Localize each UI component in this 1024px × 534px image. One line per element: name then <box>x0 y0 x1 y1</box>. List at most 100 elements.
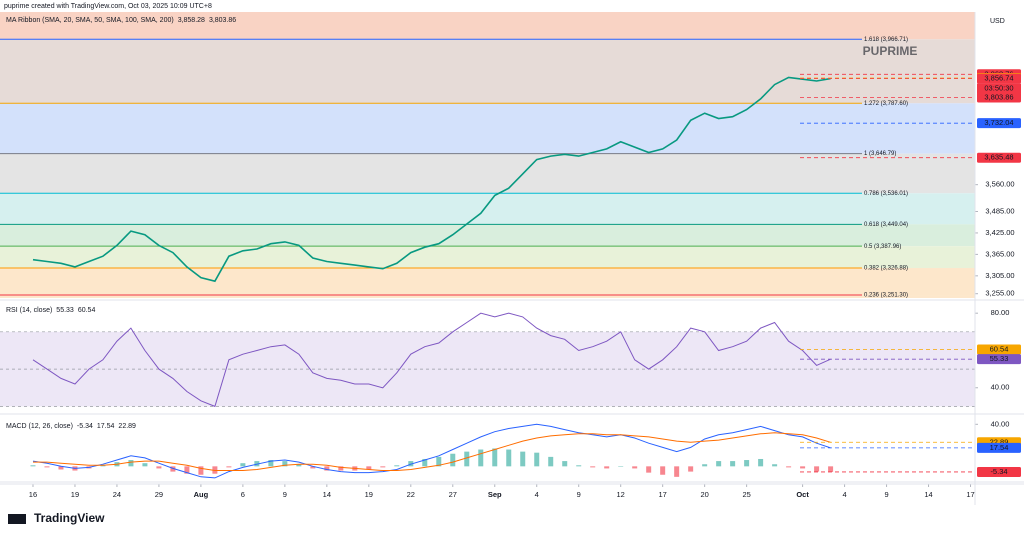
histogram-bar <box>184 466 190 474</box>
histogram-bar <box>296 464 302 467</box>
series-line <box>32 76 831 283</box>
price-tag-label: 22.89 <box>990 437 1009 446</box>
series-line <box>32 423 831 479</box>
fib-label: 0.618 (3,449.04) <box>864 222 908 228</box>
legend-value: 3,803.86 <box>209 17 236 24</box>
histogram-bar <box>660 466 666 475</box>
x-tick-label: 14 <box>924 490 932 499</box>
legend-value: -5.34 <box>77 423 93 430</box>
x-tick-label: 20 <box>700 490 708 499</box>
legend: MA Ribbon (SMA, 20, SMA, 50, SMA, 100, S… <box>6 17 174 24</box>
histogram-bar <box>240 463 246 467</box>
legend-value: 22.89 <box>118 423 136 430</box>
x-tick-label: 4 <box>535 490 539 499</box>
legend: MACD (12, 26, close) <box>6 423 73 430</box>
fib-zone <box>0 193 975 225</box>
fib-zone <box>0 39 975 104</box>
histogram-bar <box>198 466 204 475</box>
histogram-bar <box>394 465 400 467</box>
brand-logo <box>8 514 26 524</box>
y-tick-label: 3,255.00 <box>985 289 1014 298</box>
histogram-bar <box>422 458 428 467</box>
price-tag-label: 3,732.04 <box>984 118 1013 127</box>
price-tag <box>977 118 1021 129</box>
histogram-bar <box>156 466 162 469</box>
histogram-bar <box>142 463 148 467</box>
x-tick-label: 19 <box>365 490 373 499</box>
fib-label: 1.272 (3,787.60) <box>864 101 908 107</box>
x-tick-label: 17 <box>966 490 974 499</box>
fib-label: 0.786 (3,536.01) <box>864 191 908 197</box>
histogram-bar <box>436 456 442 467</box>
fib-label: 1.618 (3,966.71) <box>864 37 908 43</box>
x-tick-label: 12 <box>617 490 625 499</box>
y-tick-label: 3,485.00 <box>985 206 1014 215</box>
histogram-bar <box>590 466 596 468</box>
price-tag-label: 3,856.74 <box>984 74 1013 83</box>
x-tick-label: 22 <box>407 490 415 499</box>
watermark: PUPRIME <box>863 44 918 58</box>
x-tick-label: 17 <box>659 490 667 499</box>
price-tag <box>977 354 1021 365</box>
price-tag <box>977 442 1021 453</box>
price-tag <box>977 466 1021 477</box>
price-tag-label: 60.54 <box>990 344 1009 353</box>
legend-value: 17.54 <box>97 423 115 430</box>
histogram-bar <box>366 466 372 470</box>
price-tag-label: -5.34 <box>990 467 1007 476</box>
series-line <box>33 432 831 471</box>
price-tag <box>977 152 1021 163</box>
histogram-bar <box>702 464 708 467</box>
price-tag-label: 3,803.86 <box>984 92 1013 101</box>
histogram-bar <box>282 461 288 467</box>
histogram-bar <box>730 461 736 467</box>
histogram-bar <box>506 449 512 467</box>
y-tick-label: 40.00 <box>991 419 1010 428</box>
x-tick-label: 19 <box>71 490 79 499</box>
histogram-bar <box>44 466 50 468</box>
fib-zone <box>0 295 975 298</box>
y-tick-label: 3,305.00 <box>985 271 1014 280</box>
fib-zone <box>0 153 975 194</box>
fib-zone <box>0 246 975 269</box>
credit: puprime created with TradingView.com, Oc… <box>4 3 212 10</box>
x-tick-label: Sep <box>488 490 502 499</box>
y-tick-label: 3,560.00 <box>985 180 1014 189</box>
brand: TradingView <box>34 511 105 525</box>
countdown-box <box>977 83 1021 94</box>
fib-zone <box>0 12 975 40</box>
histogram-bar <box>310 466 316 469</box>
histogram-bar <box>478 449 484 467</box>
histogram-bar <box>688 466 694 472</box>
legend-value: 60.54 <box>78 307 96 314</box>
x-tick-label: Aug <box>194 490 209 499</box>
histogram-bar <box>30 465 36 467</box>
histogram-bar <box>324 466 330 471</box>
legend-value: 55.33 <box>56 307 74 314</box>
x-tick-label: 4 <box>842 490 846 499</box>
x-tick-label: 9 <box>283 490 287 499</box>
histogram-bar <box>450 453 456 467</box>
histogram-bar <box>744 460 750 467</box>
currency: USD <box>990 18 1005 25</box>
histogram-bar <box>618 466 624 467</box>
x-tick-label: 16 <box>29 490 37 499</box>
histogram-bar <box>268 460 274 467</box>
histogram-bar <box>716 461 722 467</box>
histogram-bar <box>674 466 680 477</box>
histogram-bar <box>520 451 526 467</box>
y-tick-label: 40.00 <box>991 383 1010 392</box>
histogram-bar <box>576 465 582 467</box>
histogram-bar <box>338 466 344 471</box>
x-tick-label: 27 <box>449 490 457 499</box>
fib-zone <box>0 224 975 247</box>
fib-zone <box>0 103 975 154</box>
legend: RSI (14, close) <box>6 307 52 314</box>
histogram-bar <box>814 466 820 472</box>
histogram-bar <box>548 456 554 467</box>
price-tag <box>977 92 1021 103</box>
histogram-bar <box>758 458 764 467</box>
x-tick-label: 14 <box>323 490 331 499</box>
